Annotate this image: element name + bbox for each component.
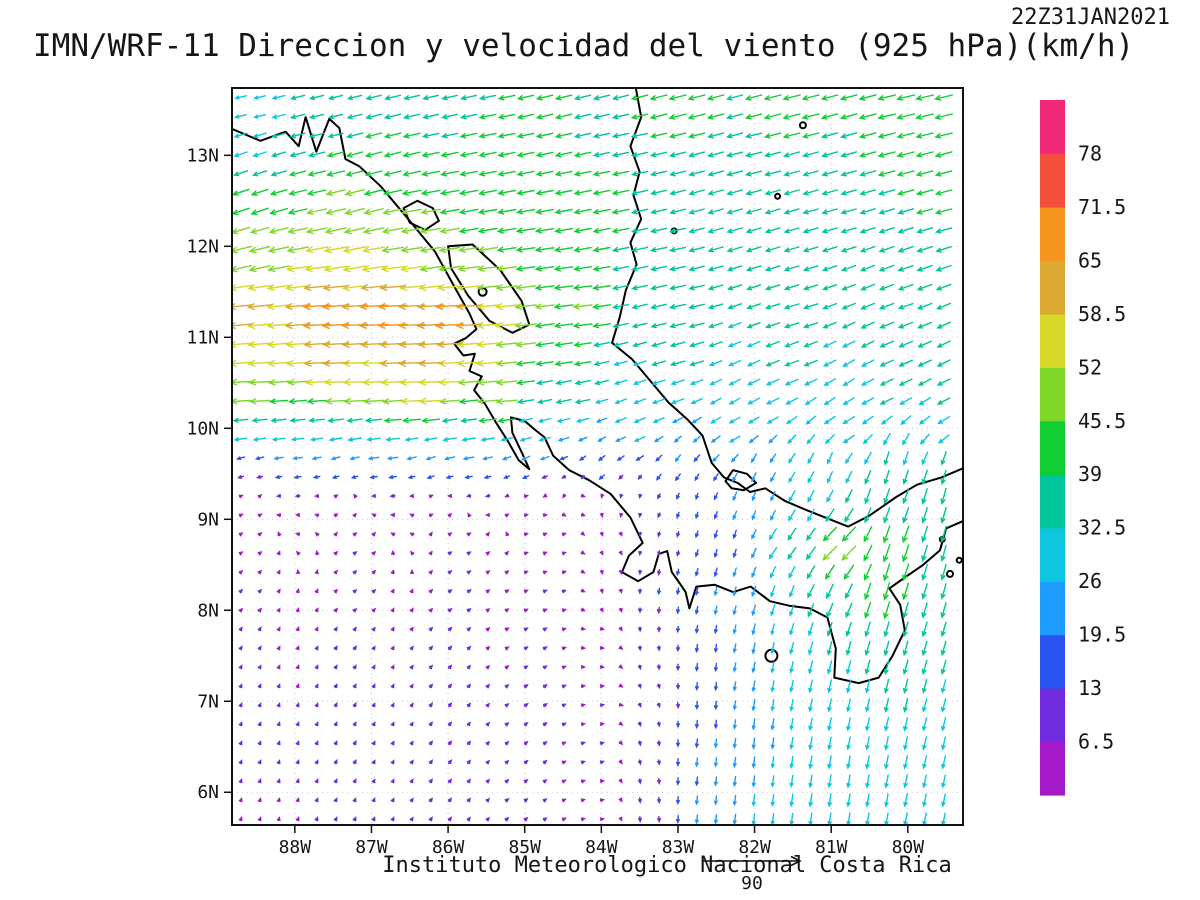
colorbar-label: 19.5 bbox=[1078, 623, 1126, 647]
colorbar-segment bbox=[1040, 581, 1065, 636]
island bbox=[955, 556, 963, 564]
lat-tick-label: 6N bbox=[197, 782, 219, 803]
colorbar-label: 71.5 bbox=[1078, 195, 1126, 219]
lon-tick-label: 85W bbox=[508, 837, 541, 858]
lon-tick-label: 87W bbox=[355, 837, 388, 858]
lake-outline bbox=[447, 243, 531, 334]
lon-tick-label: 81W bbox=[815, 837, 848, 858]
lon-tick-label: 84W bbox=[585, 837, 618, 858]
lat-tick-label: 7N bbox=[197, 691, 219, 712]
colorbar-segment bbox=[1040, 313, 1065, 368]
lon-tick-label: 82W bbox=[738, 837, 771, 858]
colorbar-segment bbox=[1040, 527, 1065, 582]
colorbar-label: 6.5 bbox=[1078, 730, 1114, 754]
lat-tick-label: 11N bbox=[186, 327, 219, 348]
colorbar-label: 39 bbox=[1078, 462, 1102, 486]
caption: Instituto Meteorologico Nacional Costa R… bbox=[382, 853, 952, 878]
coastline bbox=[232, 116, 963, 685]
colorbar-segment bbox=[1040, 420, 1065, 475]
wind-vector-group bbox=[273, 416, 778, 825]
lon-tick-label: 86W bbox=[432, 837, 465, 858]
lon-tick-label: 83W bbox=[662, 837, 695, 858]
colorbar-segment bbox=[1040, 741, 1065, 796]
wind-vector-group bbox=[232, 284, 482, 367]
lon-tick-label: 80W bbox=[892, 837, 925, 858]
colorbar-segment bbox=[1040, 474, 1065, 529]
colorbar-label: 45.5 bbox=[1078, 409, 1126, 433]
island bbox=[774, 192, 782, 200]
colorbar-label: 52 bbox=[1078, 355, 1102, 379]
lake-outline bbox=[724, 469, 758, 492]
axes-layer: 88W 87W 86W 85W 84W 83W 82W 81W 80W 13N 12N 11N 10N 9… bbox=[186, 87, 964, 858]
lat-tick-label: 10N bbox=[186, 418, 219, 439]
wind-vector-group bbox=[233, 94, 951, 825]
colorbar-segment bbox=[1040, 688, 1065, 743]
wind-vector-group bbox=[238, 493, 624, 822]
colorbar-segment bbox=[1040, 260, 1065, 315]
island bbox=[798, 121, 807, 130]
colorbar-label: 65 bbox=[1078, 248, 1102, 272]
map-frame bbox=[231, 87, 964, 826]
colorbar-segment bbox=[1040, 100, 1065, 155]
wind-vector-group bbox=[232, 94, 953, 620]
colorbar-label: 13 bbox=[1078, 676, 1102, 700]
colorbar-segment bbox=[1040, 634, 1065, 689]
wind-vector-group bbox=[302, 302, 465, 329]
page-title: IMN/WRF-11 Direccion y velocidad del vie… bbox=[33, 28, 1134, 64]
lake-outline bbox=[402, 199, 440, 231]
colorbar-segment bbox=[1040, 153, 1065, 208]
colorbar-segment bbox=[1040, 206, 1065, 261]
valid-time-label: 22Z31JAN2021 bbox=[1011, 5, 1170, 30]
grid-layer bbox=[232, 88, 963, 825]
colorbar-segment bbox=[1040, 367, 1065, 422]
lat-tick-label: 8N bbox=[197, 600, 219, 621]
colorbar-label: 58.5 bbox=[1078, 302, 1126, 326]
colorbar-label: 26 bbox=[1078, 569, 1102, 593]
wind-vector-group bbox=[232, 246, 519, 405]
reference-vector-arrow bbox=[703, 855, 802, 867]
lat-tick-label: 9N bbox=[197, 509, 219, 530]
colorbar-label: 78 bbox=[1078, 142, 1102, 166]
colorbar-label: 32.5 bbox=[1078, 516, 1126, 540]
coastline-layer bbox=[232, 88, 963, 685]
wind-vectors-layer bbox=[232, 94, 953, 825]
wind-vector-group bbox=[235, 454, 737, 824]
lon-tick-label: 88W bbox=[279, 837, 312, 858]
wind-vector-group bbox=[232, 94, 953, 713]
wind-vector-group bbox=[232, 189, 857, 561]
island bbox=[946, 569, 954, 578]
wind-vector-group bbox=[237, 474, 681, 823]
reference-vector-label: 90 bbox=[741, 873, 763, 894]
lat-tick-label: 13N bbox=[186, 145, 219, 166]
coastline bbox=[611, 88, 963, 528]
colorbar: 6.5 13 19.5 26 32.5 39 45.5 52 58.5 65 71.5 78 bbox=[1040, 100, 1126, 796]
lat-tick-label: 12N bbox=[186, 236, 219, 257]
